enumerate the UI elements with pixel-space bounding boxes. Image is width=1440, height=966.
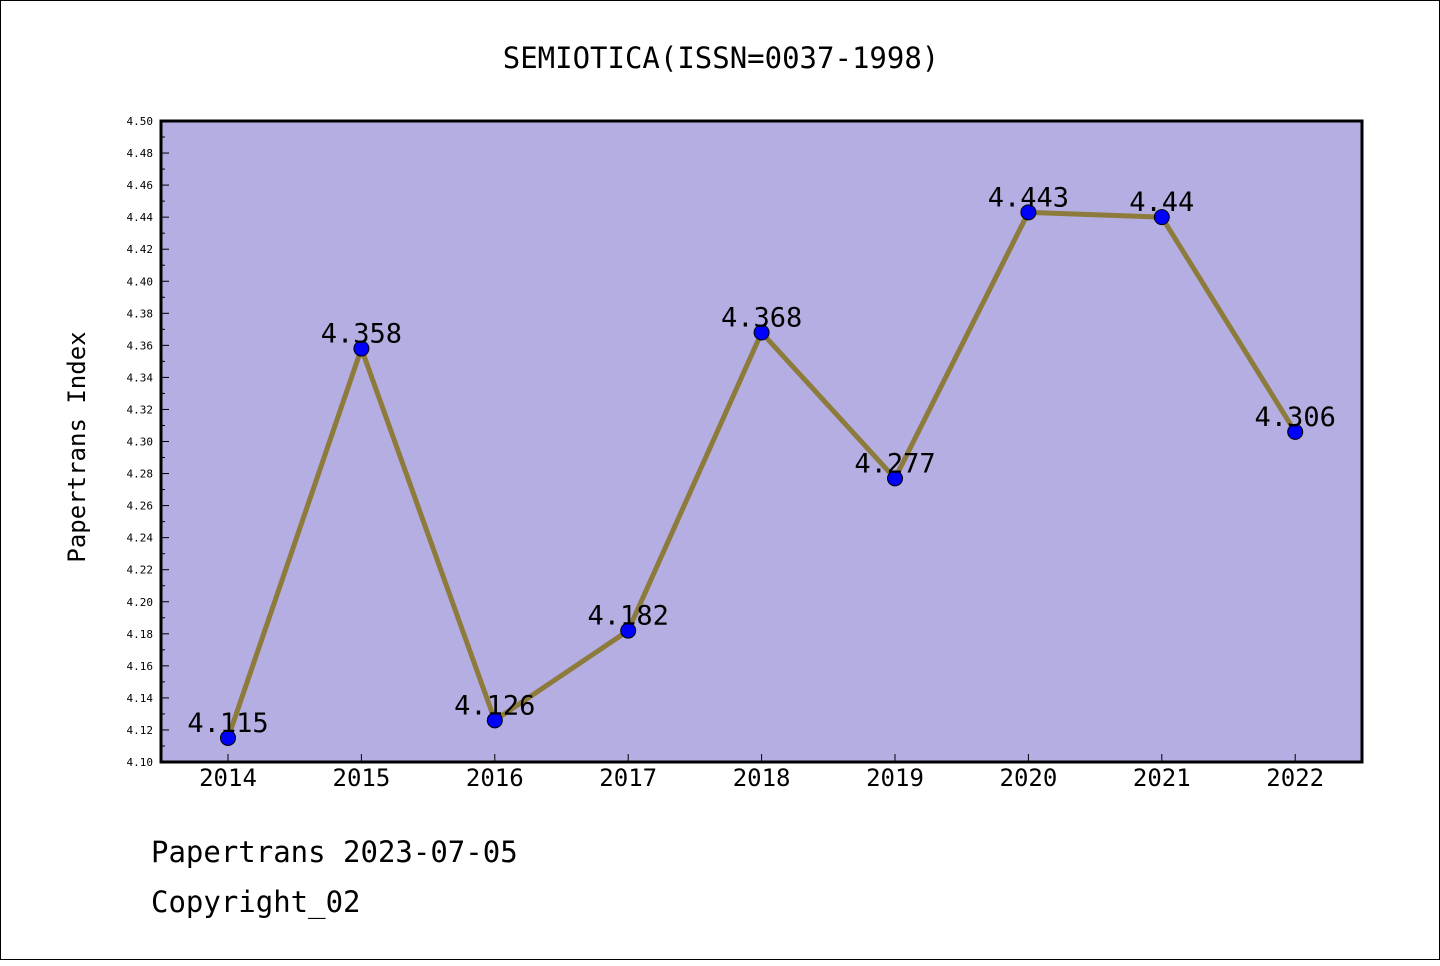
y-tick-label: 4.50: [127, 115, 154, 128]
x-axis-ticks: 2014 2015 2016 2017 2018 2019 2020 2021 2022: [199, 754, 1324, 792]
y-tick-label: 4.22: [127, 564, 154, 577]
x-tick-label: 2014: [199, 764, 257, 792]
x-tick-label: 2015: [333, 764, 391, 792]
y-tick-label: 4.30: [127, 436, 154, 449]
plot-area: [161, 121, 1362, 762]
y-tick-label: 4.38: [127, 307, 154, 320]
y-tick-label: 4.18: [127, 628, 154, 641]
y-tick-label: 4.32: [127, 403, 154, 416]
y-axis-label: Papertrans Index: [63, 331, 91, 562]
data-point: [220, 729, 236, 746]
x-tick-label: 2022: [1266, 764, 1324, 792]
y-tick-label: 4.42: [127, 243, 154, 256]
data-label: 4.126: [454, 690, 535, 721]
data-point: [620, 622, 637, 639]
series-layer: 4.115 4.358 4.126 4.182 4.368 4.277 4.443 4.44 4…: [187, 182, 1336, 746]
x-tick-label: 2021: [1133, 764, 1191, 792]
y-tick-label: 4.48: [127, 147, 154, 160]
x-tick-label: 2018: [733, 764, 791, 792]
data-label: 4.44: [1129, 187, 1194, 218]
chart-title: SEMIOTICA(ISSN=0037-1998): [503, 41, 940, 75]
y-tick-label: 4.24: [127, 532, 154, 545]
y-axis-ticks: 4.10 4.12 4.14 4.16 4.18 4.20 4.22 4.24 4.26 4.28…: [127, 115, 169, 769]
x-tick-label: 2019: [866, 764, 924, 792]
data-point: [1020, 204, 1037, 221]
y-tick-label: 4.10: [127, 756, 154, 769]
x-tick-label: 2016: [466, 764, 524, 792]
data-label: 4.443: [988, 182, 1069, 213]
data-point: [1153, 209, 1170, 226]
y-tick-label: 4.28: [127, 468, 154, 481]
y-tick-label: 4.20: [127, 596, 154, 609]
plot-border: [159, 119, 1364, 764]
data-label: 4.306: [1255, 402, 1336, 433]
data-point: [353, 340, 370, 357]
data-label: 4.115: [187, 708, 268, 739]
y-tick-label: 4.26: [127, 500, 154, 513]
data-label: 4.368: [721, 303, 802, 334]
y-tick-label: 4.14: [127, 692, 154, 705]
y-tick-label: 4.46: [127, 179, 154, 192]
data-label: 4.182: [588, 601, 669, 632]
footer-date: Papertrans 2023-07-05: [151, 835, 518, 869]
data-point: [486, 712, 503, 729]
data-label: 4.277: [854, 448, 935, 479]
y-tick-label: 4.34: [127, 371, 154, 384]
data-point: [887, 470, 903, 487]
y-tick-label: 4.16: [127, 660, 154, 673]
y-tick-label: 4.36: [127, 339, 154, 352]
x-tick-label: 2017: [599, 764, 657, 792]
x-tick-label: 2020: [1000, 764, 1058, 792]
data-point: [753, 324, 770, 341]
data-point: [1287, 423, 1304, 440]
data-label: 4.358: [321, 319, 402, 350]
y-tick-label: 4.40: [127, 275, 154, 288]
y-tick-label: 4.12: [127, 724, 154, 737]
footer-copyright: Copyright_02: [151, 885, 361, 919]
y-tick-label: 4.44: [127, 211, 154, 224]
